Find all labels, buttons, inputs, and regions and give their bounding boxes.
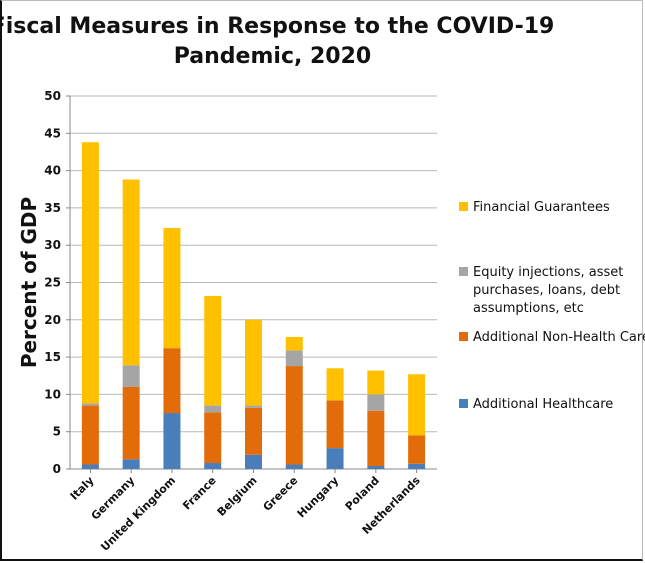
y-tick-label: 15 [44, 350, 61, 364]
x-tick-label: Greece [261, 474, 301, 514]
bar-segment [122, 459, 140, 469]
legend-label: Equity injections, asset [473, 265, 623, 280]
y-axis-title: Percent of GDP [17, 197, 41, 368]
x-tick-label: Poland [343, 474, 382, 513]
bar-segment [122, 365, 140, 387]
y-tick-label: 20 [44, 313, 61, 327]
chart-title: Fiscal Measures in Response to the COVID… [0, 12, 645, 72]
bar-segment [367, 466, 385, 469]
bar-segment [204, 295, 222, 406]
x-tick-label: France [180, 474, 219, 513]
bar-segment [81, 403, 99, 406]
x-tick-label: United Kingdom [98, 474, 178, 554]
bar-segment [245, 407, 262, 455]
y-tick-label: 35 [44, 201, 61, 215]
bar-segment [163, 348, 181, 414]
legend-label: Additional Non-Health Care [473, 330, 645, 345]
y-tick-label: 5 [53, 425, 61, 439]
bar-segment [408, 463, 426, 469]
legend-swatch [459, 202, 468, 211]
bar-segment [326, 400, 344, 449]
legend-swatch [459, 332, 468, 341]
bar-segment [408, 374, 426, 436]
x-tick-label: Italy [68, 474, 97, 503]
bar-segment [81, 142, 99, 404]
x-tick-label: Belgium [215, 474, 260, 519]
bar-segment [285, 350, 303, 367]
y-tick-label: 40 [44, 164, 61, 178]
bar-segment [326, 368, 344, 401]
y-tick-label: 30 [44, 238, 61, 252]
bar-segment [285, 336, 303, 351]
legend-label: Financial Guarantees [473, 200, 610, 215]
bar-segment [122, 179, 140, 366]
legend-swatch [459, 399, 468, 408]
y-tick-label: 50 [44, 89, 61, 103]
bar-segment [285, 464, 303, 469]
bar-segment [285, 366, 303, 465]
bar-segment [408, 435, 426, 464]
y-tick-label: 45 [44, 126, 61, 140]
bar-segment [245, 319, 262, 406]
bar-segment [122, 386, 140, 460]
x-tick-label: Hungary [295, 474, 342, 521]
y-tick-label: 25 [44, 276, 61, 290]
legend-label: assumptions, etc [473, 301, 584, 316]
y-tick-label: 10 [44, 387, 61, 401]
bar-segment [367, 394, 385, 411]
legend-swatch [459, 267, 468, 276]
chart-title-line-1: Fiscal Measures in Response to the COVID… [0, 14, 555, 39]
legend-label: purchases, loans, debt [473, 283, 620, 298]
bar-segment [367, 410, 385, 467]
y-tick-label: 0 [53, 462, 61, 476]
bar-segment [163, 413, 181, 469]
bar-segment [81, 464, 99, 469]
chart-title-line-2: Pandemic, 2020 [173, 44, 372, 69]
bar-segment [367, 370, 385, 395]
bar-segment [163, 228, 181, 349]
bar-segment [245, 405, 262, 408]
bar-segment [204, 412, 222, 464]
bar-segment [326, 448, 344, 469]
bar-segment [245, 454, 262, 469]
bar-segment [81, 405, 99, 465]
bar-segment [204, 463, 222, 469]
bar-segment [204, 405, 222, 413]
legend-label: Additional Healthcare [473, 397, 613, 412]
